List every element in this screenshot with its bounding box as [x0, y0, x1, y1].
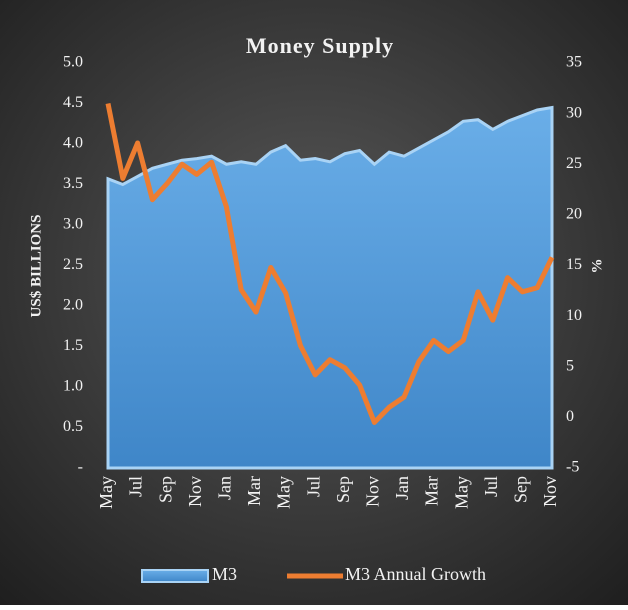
chart-title: Money Supply — [246, 33, 394, 58]
x-tick-label: Nov — [540, 476, 560, 507]
y2-tick-label: 15 — [566, 256, 582, 273]
y-tick-label: 2.5 — [63, 256, 83, 273]
y2-tick-label: -5 — [566, 459, 579, 476]
x-tick-label: Sep — [155, 476, 175, 503]
area — [106, 105, 554, 470]
y2-axis-label: % — [589, 259, 605, 274]
line — [105, 103, 555, 425]
x-tick-label: Jan — [215, 476, 235, 500]
y-tick-label: 2.0 — [63, 297, 83, 314]
y2-tick-label: 25 — [566, 155, 582, 172]
y-tick-label: 5.0 — [63, 54, 83, 71]
x-tick-label: May — [96, 476, 116, 509]
x-tick-label: Sep — [511, 476, 531, 503]
y2-tick-label: 5 — [566, 357, 574, 374]
y2-tick-label: 20 — [566, 206, 582, 223]
x-tick-label: Mar — [422, 476, 442, 506]
y-tick-label: - — [78, 459, 83, 476]
x-tick-label: Sep — [333, 476, 353, 503]
x-tick-label: Jul — [126, 476, 146, 497]
x-tick-label: Nov — [185, 476, 205, 507]
y-tick-label: 3.5 — [63, 175, 83, 192]
x-tick-label: Jul — [303, 476, 323, 497]
legend-label: M3 — [212, 564, 237, 584]
x-tick-label: Jan — [392, 476, 412, 500]
y-tick-label: 1.0 — [63, 378, 83, 395]
x-tick-label: May — [274, 476, 294, 509]
y-tick-label: 3.0 — [63, 216, 83, 233]
y-tick-label: 4.0 — [63, 135, 83, 152]
y2-tick-label: 10 — [566, 307, 582, 324]
y2-tick-label: 0 — [566, 408, 574, 425]
legend-label: M3 Annual Growth — [345, 564, 486, 584]
x-tick-label: May — [451, 476, 471, 509]
y-tick-label: 4.5 — [63, 94, 83, 111]
legend-swatch — [141, 569, 209, 583]
y-tick-label: 0.5 — [63, 418, 83, 435]
y2-tick-label: 35 — [566, 54, 582, 71]
x-tick-label: Jul — [481, 476, 501, 497]
x-tick-label: Nov — [363, 476, 383, 507]
x-tick-label: Mar — [244, 476, 264, 506]
y-axis-label: US$ BILLIONS — [28, 215, 44, 318]
y2-tick-label: 30 — [566, 104, 582, 121]
y-tick-label: 1.5 — [63, 337, 83, 354]
